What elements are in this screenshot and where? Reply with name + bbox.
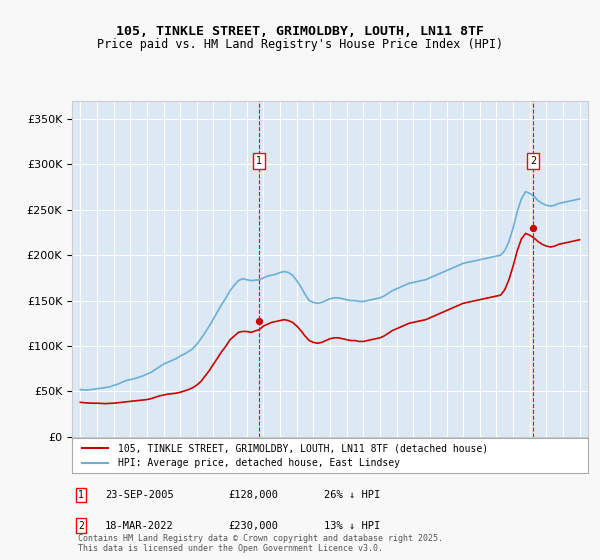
Text: 1: 1: [78, 490, 84, 500]
Text: 2: 2: [78, 521, 84, 531]
Text: Contains HM Land Registry data © Crown copyright and database right 2025.
This d: Contains HM Land Registry data © Crown c…: [78, 534, 443, 553]
Text: £128,000: £128,000: [228, 490, 278, 500]
Text: 105, TINKLE STREET, GRIMOLDBY, LOUTH, LN11 8TF: 105, TINKLE STREET, GRIMOLDBY, LOUTH, LN…: [116, 25, 484, 38]
Text: 23-SEP-2005: 23-SEP-2005: [105, 490, 174, 500]
Text: 13% ↓ HPI: 13% ↓ HPI: [324, 521, 380, 531]
Point: [529, 223, 538, 232]
Text: 105, TINKLE STREET, GRIMOLDBY, LOUTH, LN11 8TF (detached house): 105, TINKLE STREET, GRIMOLDBY, LOUTH, LN…: [118, 443, 488, 453]
Text: HPI: Average price, detached house, East Lindsey: HPI: Average price, detached house, East…: [118, 459, 400, 469]
Point: [254, 316, 264, 325]
Text: 1: 1: [256, 156, 262, 166]
Text: 26% ↓ HPI: 26% ↓ HPI: [324, 490, 380, 500]
Text: 18-MAR-2022: 18-MAR-2022: [105, 521, 174, 531]
Text: Price paid vs. HM Land Registry's House Price Index (HPI): Price paid vs. HM Land Registry's House …: [97, 38, 503, 50]
Text: £230,000: £230,000: [228, 521, 278, 531]
Text: 2: 2: [530, 156, 536, 166]
